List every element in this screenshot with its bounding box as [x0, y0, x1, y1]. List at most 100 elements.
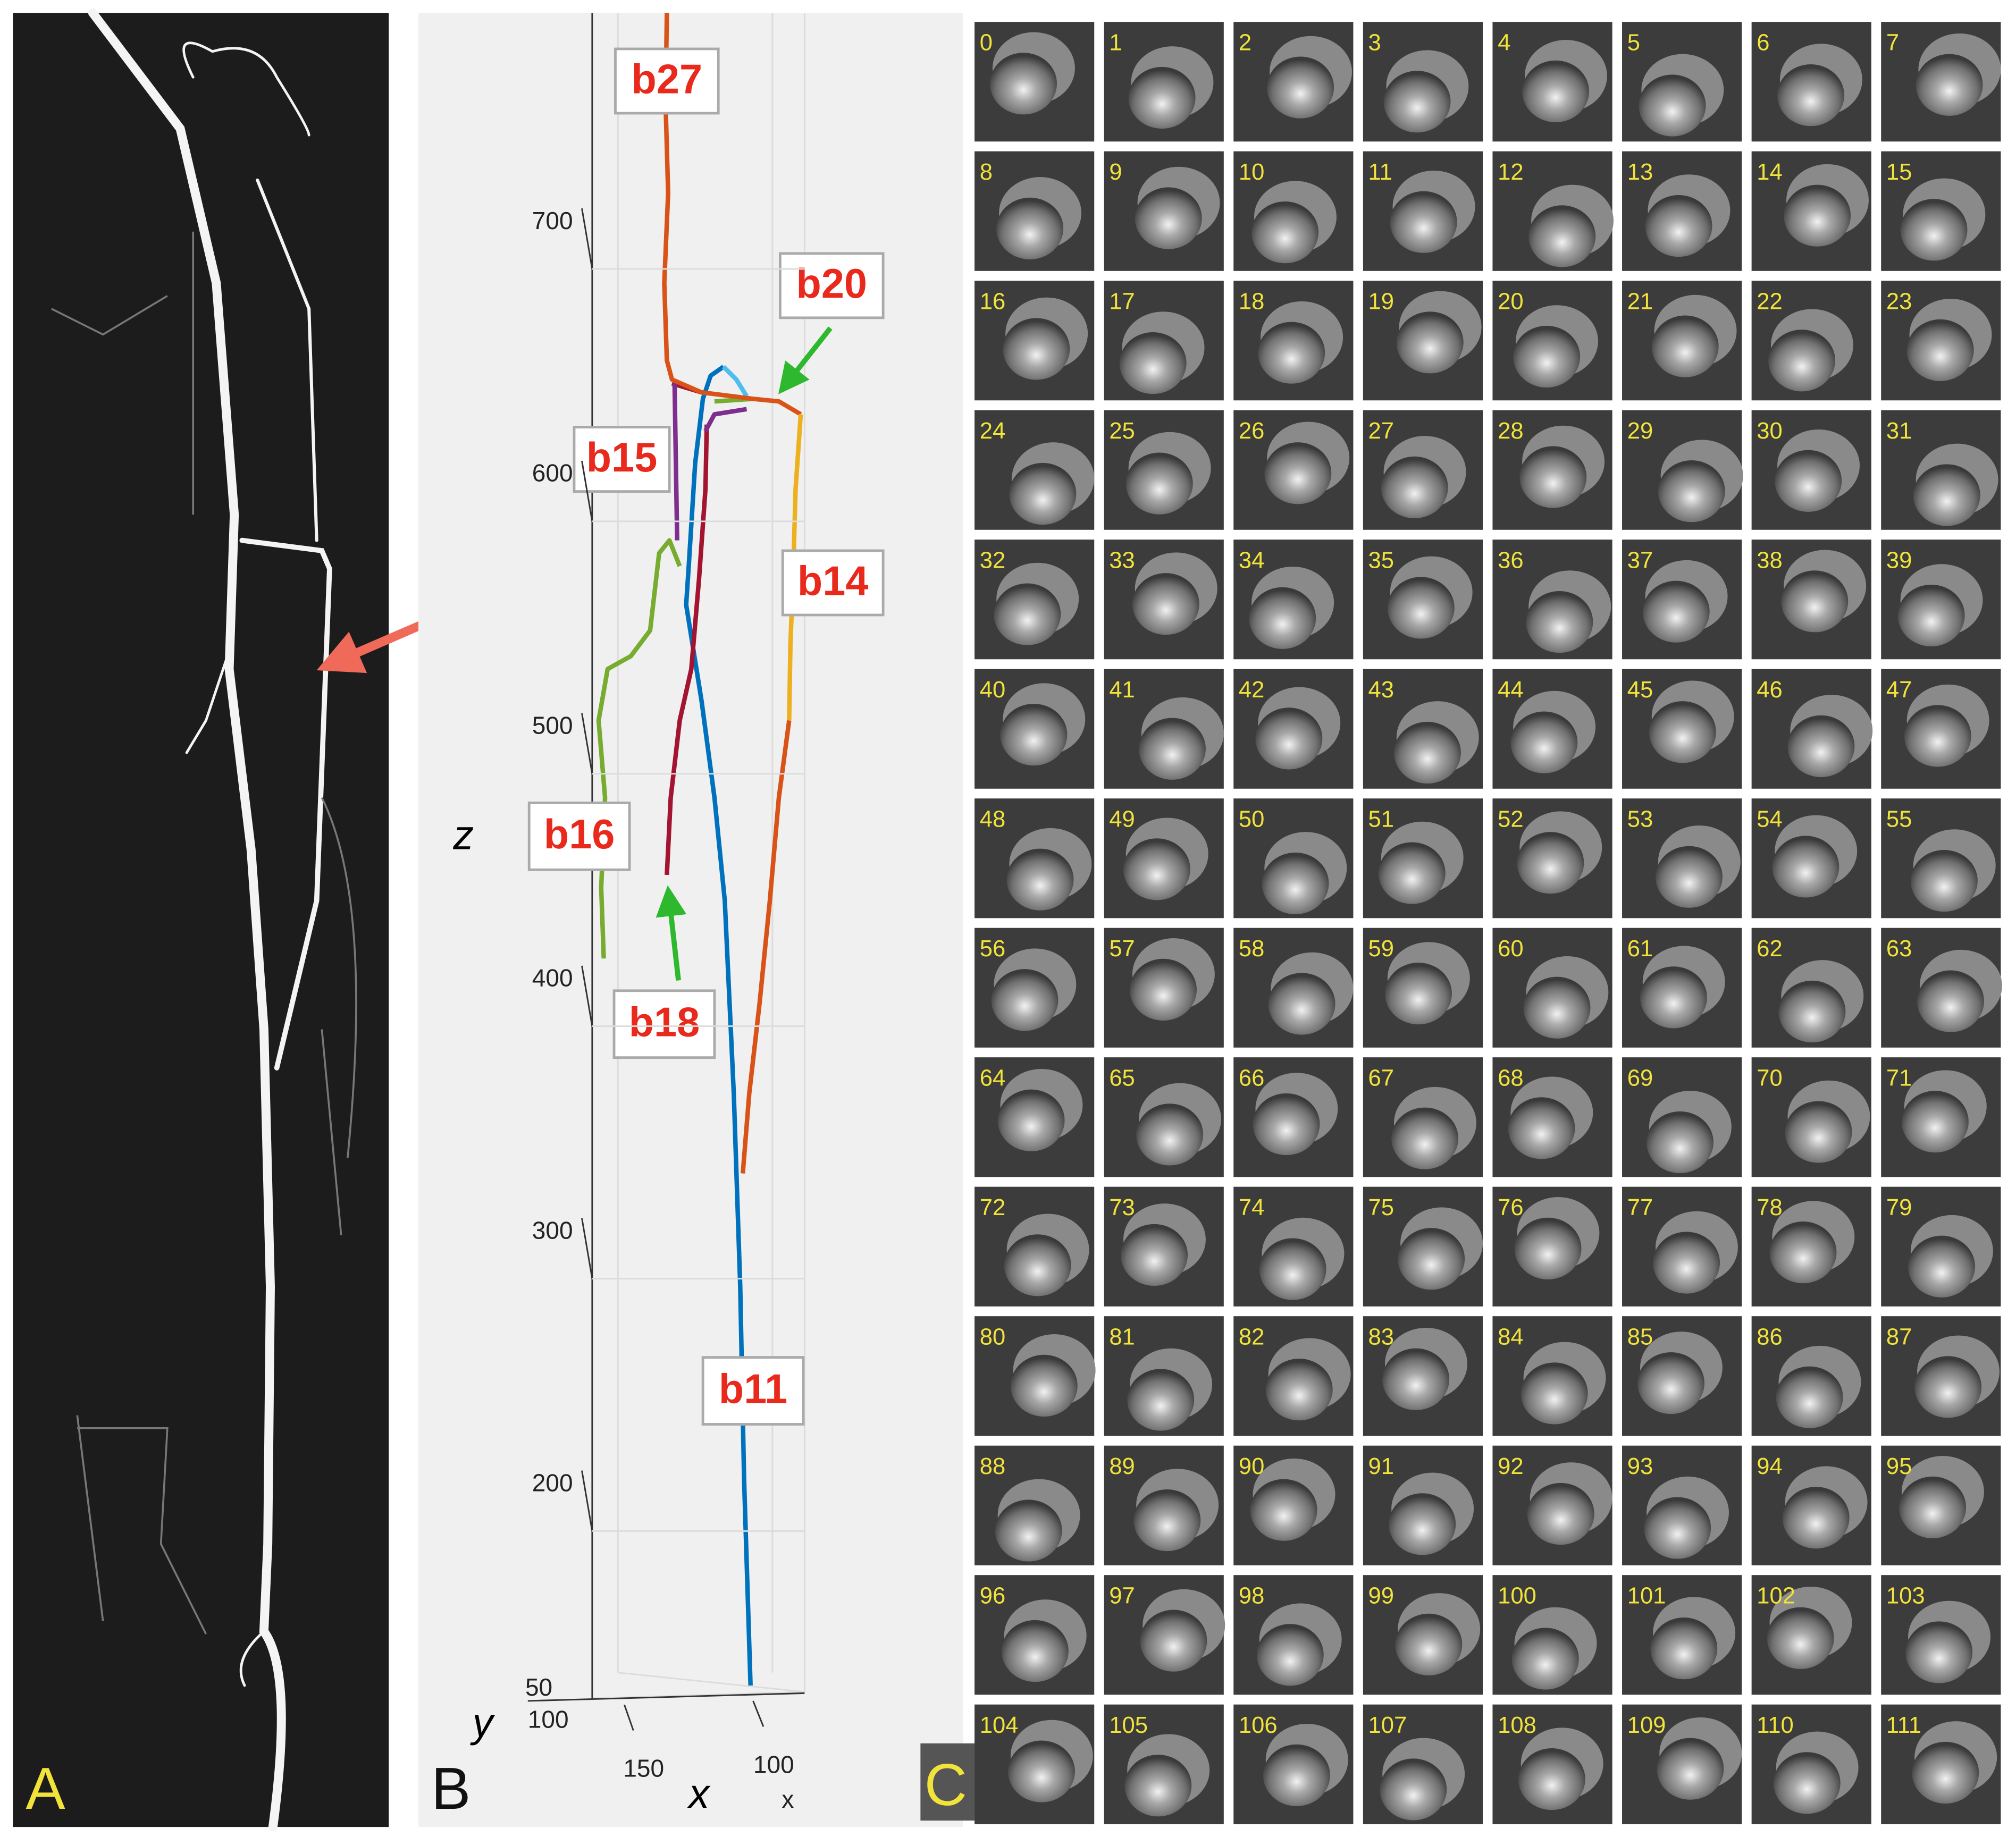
- vessel-blob: [1001, 1620, 1069, 1682]
- frame-label: 104: [980, 1713, 1019, 1738]
- thumbnail: 86: [1751, 1316, 1871, 1436]
- frame-label: 48: [980, 806, 1005, 832]
- frame-label: 30: [1757, 418, 1782, 444]
- frame-label: 17: [1109, 289, 1135, 314]
- tick-mark: [752, 1700, 765, 1727]
- thumbnail: 94: [1751, 1445, 1871, 1565]
- thumbnail: 18: [1233, 281, 1354, 401]
- frame-label: 21: [1627, 289, 1653, 314]
- vessel-blob: [1259, 1238, 1326, 1300]
- thumbnail: 68: [1492, 1057, 1612, 1177]
- tick-mark: [581, 460, 593, 522]
- frame-label: 102: [1757, 1583, 1795, 1608]
- thumbnail: 72: [975, 1186, 1095, 1307]
- vessel-blob: [1003, 318, 1070, 380]
- branch-label: b16: [544, 812, 615, 857]
- thumbnail: 41: [1104, 669, 1224, 789]
- vessel-blob: [994, 583, 1061, 645]
- thumbnail: 30: [1751, 410, 1871, 530]
- thumbnail: 71: [1881, 1057, 2001, 1177]
- vessel-blob: [1785, 1101, 1852, 1163]
- frame-label: 13: [1627, 159, 1653, 185]
- vessel-blob: [1642, 580, 1710, 643]
- axis-label: y: [470, 1700, 495, 1746]
- thumbnail: 17: [1104, 281, 1224, 401]
- frame-label: 79: [1886, 1195, 1912, 1220]
- vessel-blob: [995, 1499, 1062, 1562]
- thumbnail: 66: [1233, 1057, 1354, 1177]
- frame-label: 93: [1627, 1454, 1653, 1479]
- thumbnail: 50: [1233, 798, 1354, 919]
- frame-label: 23: [1886, 289, 1912, 314]
- thumbnail: 7: [1881, 22, 2001, 142]
- vessel-blob: [1519, 446, 1587, 508]
- vessel-blob: [1127, 1369, 1195, 1431]
- vessel-blob: [1004, 1234, 1071, 1296]
- frame-label: 77: [1627, 1195, 1653, 1220]
- thumbnail: 97: [1104, 1575, 1225, 1695]
- frame-label: 83: [1368, 1324, 1394, 1350]
- thumbnail: 76: [1492, 1186, 1612, 1307]
- vessel-blob: [1393, 721, 1461, 784]
- frame-label: 14: [1757, 159, 1782, 185]
- z-tick-label: 300: [532, 1216, 573, 1244]
- vessel-blob: [1517, 832, 1584, 894]
- frame-label: 80: [980, 1324, 1005, 1350]
- vessel-blob: [1263, 1744, 1330, 1806]
- thumbnail: 28: [1492, 410, 1612, 530]
- vessel-blob: [1658, 460, 1725, 523]
- frame-label: 86: [1757, 1324, 1782, 1350]
- frame-label: 49: [1109, 806, 1135, 832]
- z-tick-label: 200: [532, 1469, 573, 1496]
- thumbnail: 5: [1622, 22, 1742, 142]
- frame-label: 22: [1757, 289, 1782, 314]
- thumbnail: 83: [1363, 1316, 1483, 1436]
- branch-b11: [684, 365, 753, 1686]
- tick-mark: [581, 1470, 593, 1531]
- branch-label: b14: [797, 558, 869, 604]
- frame-label: 84: [1498, 1324, 1523, 1350]
- frame-label: 100: [1498, 1583, 1536, 1608]
- branch-b14-lower: [740, 720, 792, 1174]
- frame-label: 96: [980, 1583, 1005, 1608]
- vessel-blob: [1773, 1752, 1841, 1814]
- vessel-blob: [1136, 1103, 1204, 1166]
- vessel-blob: [1008, 1740, 1075, 1802]
- frame-label: 24: [980, 418, 1005, 444]
- vessel-blob: [1511, 1628, 1579, 1690]
- frame-label: 73: [1109, 1195, 1135, 1220]
- frame-label: 101: [1627, 1583, 1666, 1608]
- thumbnail: 36: [1492, 540, 1612, 660]
- vessel-blob: [1378, 842, 1446, 904]
- tick-mark: [581, 713, 593, 774]
- frame-label: 37: [1627, 547, 1653, 573]
- vessel-blob: [1518, 1748, 1585, 1810]
- thumbnail: 48: [975, 798, 1095, 919]
- vessel-blob: [1639, 74, 1706, 137]
- vessel-blob: [1121, 1224, 1188, 1286]
- thumbnail: 12: [1492, 151, 1614, 271]
- frame-label: 0: [980, 30, 993, 55]
- thumbnail: 44: [1492, 669, 1612, 789]
- thumbnail: 33: [1104, 540, 1224, 660]
- vessel-blob: [1387, 577, 1455, 639]
- vessel-blob: [1526, 591, 1593, 653]
- thumbnail: 73: [1104, 1186, 1224, 1307]
- frame-label: 90: [1239, 1454, 1264, 1479]
- frame-label: 45: [1627, 677, 1653, 703]
- vessel-blob: [1637, 1352, 1705, 1414]
- frame-label: 20: [1498, 289, 1523, 314]
- vessel-blob: [1391, 1107, 1459, 1169]
- vessel-blob: [1514, 1217, 1582, 1279]
- thumbnail: 100: [1492, 1575, 1612, 1695]
- frame-label: 54: [1757, 806, 1782, 832]
- branch-b15: [672, 383, 747, 541]
- thumbnail: 8: [975, 151, 1095, 271]
- vessel-blob: [990, 53, 1057, 115]
- vessel-blob: [1382, 1348, 1450, 1410]
- tick-mark: [581, 965, 593, 1026]
- thumbnail: 103: [1881, 1575, 2001, 1695]
- thumbnail: 51: [1363, 798, 1483, 919]
- thumbnail: 53: [1622, 798, 1742, 919]
- frame-label: 88: [980, 1454, 1005, 1479]
